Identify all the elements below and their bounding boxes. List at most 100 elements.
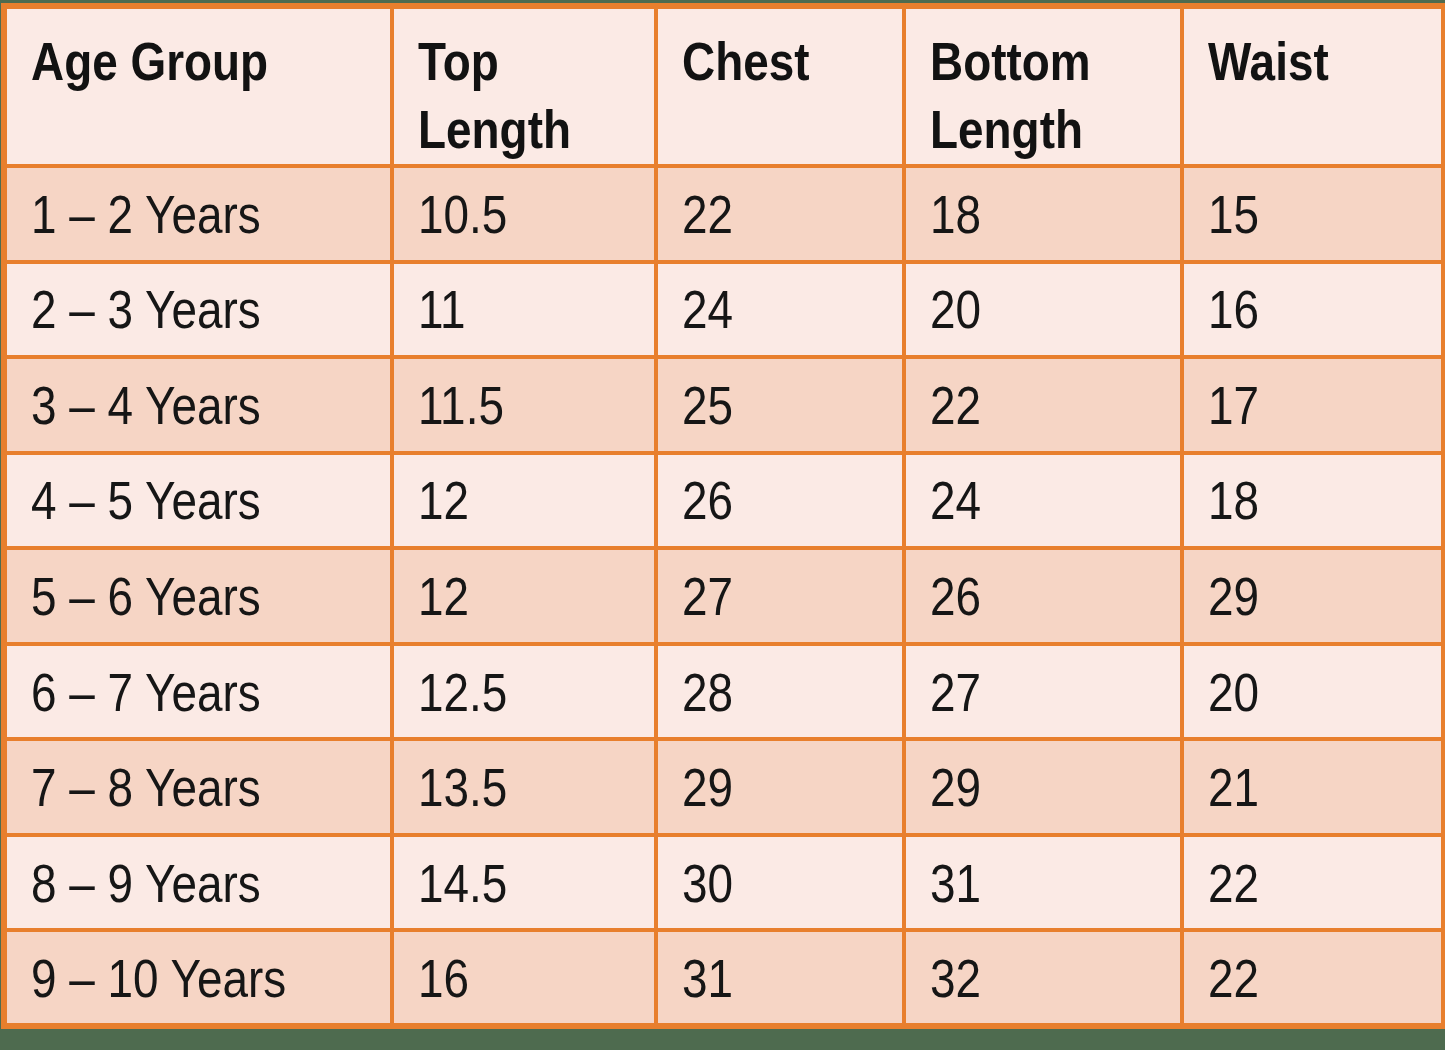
cell-top-length: 16 [392, 930, 656, 1026]
cell-top-length: 11 [392, 262, 656, 358]
cell-chest: 28 [656, 644, 904, 740]
cell-value: 29 [1208, 565, 1259, 627]
cell-top-length: 14.5 [392, 835, 656, 931]
cell-waist: 21 [1182, 739, 1444, 835]
cell-age-group: 9 – 10 Years [4, 930, 392, 1026]
cell-chest: 31 [656, 930, 904, 1026]
cell-value: 5 – 6 Years [31, 565, 261, 627]
cell-value: 21 [1208, 756, 1259, 818]
cell-value: 32 [930, 947, 981, 1009]
column-header-label: Top Length [418, 27, 645, 163]
column-header-label: Bottom Length [930, 27, 1171, 163]
table-row: 1 – 2 Years 10.5 22 18 15 [4, 166, 1444, 262]
header-row: Age Group Top Length Chest Bottom Length… [4, 6, 1444, 166]
cell-waist: 17 [1182, 357, 1444, 453]
cell-top-length: 11.5 [392, 357, 656, 453]
cell-top-length: 12 [392, 453, 656, 549]
cell-value: 18 [1208, 469, 1259, 531]
cell-value: 6 – 7 Years [31, 661, 261, 723]
cell-top-length: 12.5 [392, 644, 656, 740]
cell-waist: 22 [1182, 835, 1444, 931]
cell-waist: 15 [1182, 166, 1444, 262]
cell-value: 1 – 2 Years [31, 183, 261, 245]
cell-value: 27 [930, 661, 981, 723]
size-chart-table: Age Group Top Length Chest Bottom Length… [1, 3, 1445, 1029]
cell-value: 4 – 5 Years [31, 469, 261, 531]
table-row: 3 – 4 Years 11.5 25 22 17 [4, 357, 1444, 453]
column-header-age-group: Age Group [4, 6, 392, 166]
table-row: 6 – 7 Years 12.5 28 27 20 [4, 644, 1444, 740]
cell-chest: 27 [656, 548, 904, 644]
cell-chest: 26 [656, 453, 904, 549]
cell-value: 3 – 4 Years [31, 374, 261, 436]
cell-value: 30 [682, 852, 733, 914]
cell-value: 24 [930, 469, 981, 531]
cell-chest: 25 [656, 357, 904, 453]
cell-value: 18 [930, 183, 981, 245]
cell-value: 15 [1208, 183, 1259, 245]
column-header-top-length: Top Length [392, 6, 656, 166]
cell-value: 22 [682, 183, 733, 245]
cell-value: 11.5 [418, 374, 504, 436]
cell-age-group: 3 – 4 Years [4, 357, 392, 453]
cell-value: 7 – 8 Years [31, 756, 261, 818]
cell-chest: 30 [656, 835, 904, 931]
cell-value: 11 [418, 278, 466, 340]
cell-value: 12 [418, 469, 469, 531]
column-header-label: Age Group [31, 27, 380, 95]
table-row: 2 – 3 Years 11 24 20 16 [4, 262, 1444, 358]
column-header-label: Waist [1208, 27, 1432, 95]
cell-value: 13.5 [418, 756, 507, 818]
cell-value: 22 [1208, 852, 1259, 914]
size-chart-canvas: Age Group Top Length Chest Bottom Length… [1, 3, 1441, 1029]
column-header-bottom-length: Bottom Length [904, 6, 1182, 166]
cell-value: 24 [682, 278, 733, 340]
cell-value: 12.5 [418, 661, 507, 723]
cell-value: 12 [418, 565, 469, 627]
cell-value: 29 [930, 756, 981, 818]
cell-bottom-length: 31 [904, 835, 1182, 931]
cell-waist: 18 [1182, 453, 1444, 549]
column-header-label: Chest [682, 27, 893, 95]
cell-value: 17 [1208, 374, 1259, 436]
table-row: 7 – 8 Years 13.5 29 29 21 [4, 739, 1444, 835]
table-row: 9 – 10 Years 16 31 32 22 [4, 930, 1444, 1026]
cell-value: 20 [930, 278, 981, 340]
table-row: 8 – 9 Years 14.5 30 31 22 [4, 835, 1444, 931]
cell-value: 8 – 9 Years [31, 852, 261, 914]
cell-waist: 16 [1182, 262, 1444, 358]
cell-value: 26 [682, 469, 733, 531]
cell-chest: 24 [656, 262, 904, 358]
cell-chest: 22 [656, 166, 904, 262]
cell-top-length: 12 [392, 548, 656, 644]
cell-value: 20 [1208, 661, 1259, 723]
cell-waist: 20 [1182, 644, 1444, 740]
cell-value: 16 [418, 947, 469, 1009]
cell-value: 25 [682, 374, 733, 436]
table-row: 4 – 5 Years 12 26 24 18 [4, 453, 1444, 549]
cell-value: 16 [1208, 278, 1259, 340]
cell-waist: 22 [1182, 930, 1444, 1026]
cell-bottom-length: 27 [904, 644, 1182, 740]
cell-bottom-length: 24 [904, 453, 1182, 549]
cell-age-group: 5 – 6 Years [4, 548, 392, 644]
column-header-chest: Chest [656, 6, 904, 166]
cell-age-group: 8 – 9 Years [4, 835, 392, 931]
cell-value: 26 [930, 565, 981, 627]
cell-value: 2 – 3 Years [31, 278, 261, 340]
cell-value: 27 [682, 565, 733, 627]
cell-value: 9 – 10 Years [31, 947, 286, 1009]
cell-top-length: 10.5 [392, 166, 656, 262]
cell-age-group: 7 – 8 Years [4, 739, 392, 835]
cell-top-length: 13.5 [392, 739, 656, 835]
cell-bottom-length: 22 [904, 357, 1182, 453]
cell-bottom-length: 26 [904, 548, 1182, 644]
cell-value: 31 [930, 852, 981, 914]
cell-waist: 29 [1182, 548, 1444, 644]
column-header-waist: Waist [1182, 6, 1444, 166]
cell-age-group: 1 – 2 Years [4, 166, 392, 262]
cell-bottom-length: 32 [904, 930, 1182, 1026]
cell-value: 28 [682, 661, 733, 723]
cell-bottom-length: 20 [904, 262, 1182, 358]
cell-chest: 29 [656, 739, 904, 835]
